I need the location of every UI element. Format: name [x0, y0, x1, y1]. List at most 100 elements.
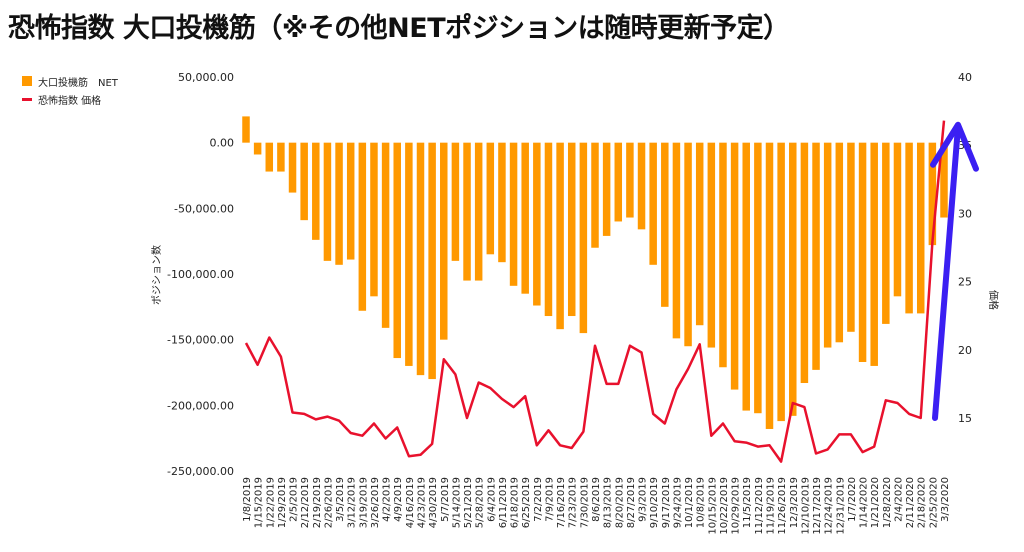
- bar: [521, 142, 529, 294]
- bar: [754, 142, 762, 414]
- x-tick-label: 6/4/2019: [486, 477, 497, 522]
- y2-tick-label: 20: [958, 344, 972, 357]
- legend-item-bar: 大口投機筋 NET: [22, 72, 118, 90]
- x-tick-label: 10/29/2019: [731, 477, 742, 535]
- x-tick-label: 1/22/2019: [265, 477, 276, 528]
- x-tick-label: 10/15/2019: [707, 477, 718, 535]
- x-tick-label: 2/12/2019: [300, 477, 311, 528]
- bar: [463, 142, 471, 281]
- x-tick-label: 1/15/2019: [254, 477, 265, 528]
- x-tick-label: 7/2/2019: [533, 477, 544, 522]
- y-tick-label: 50,000.00: [178, 71, 234, 84]
- bar: [370, 142, 378, 297]
- chart-title: 恐怖指数 大口投機筋（※その他NETポジションは随時更新予定）: [8, 13, 790, 44]
- bar: [533, 142, 541, 306]
- arrow-shaft: [932, 123, 961, 421]
- legend-swatch-line: [22, 97, 32, 101]
- x-tick-label: 4/30/2019: [428, 477, 439, 528]
- y-tick-label: -50,000.00: [174, 202, 234, 215]
- x-tick-label: 10/22/2019: [719, 477, 730, 535]
- x-tick-label: 4/9/2019: [393, 477, 404, 522]
- bar: [405, 142, 413, 366]
- x-tick-label: 11/12/2019: [754, 477, 765, 535]
- x-tick-label: 11/5/2019: [742, 477, 753, 528]
- x-tick-label: 10/8/2019: [696, 477, 707, 528]
- bar: [591, 142, 599, 248]
- x-tick-label: 1/28/2020: [882, 477, 893, 528]
- bar: [567, 142, 576, 317]
- bar: [288, 142, 297, 193]
- x-tick-label: 6/11/2019: [498, 477, 509, 528]
- x-tick-label: 7/23/2019: [568, 477, 579, 528]
- x-tick-label: 11/19/2019: [766, 477, 777, 535]
- x-tick-label: 10/1/2019: [684, 477, 695, 528]
- bar: [789, 142, 797, 416]
- bar: [509, 142, 518, 286]
- bar: [800, 142, 809, 384]
- bar: [346, 142, 355, 260]
- x-tick-label: 1/29/2019: [277, 477, 288, 528]
- bar: [358, 142, 367, 311]
- x-tick-label: 4/2/2019: [382, 477, 393, 522]
- y-tick-label: -100,000.00: [167, 268, 234, 281]
- x-tick-label: 3/26/2019: [370, 477, 381, 528]
- x-tick-label: 4/16/2019: [405, 477, 416, 528]
- x-tick-label: 8/20/2019: [614, 477, 625, 528]
- bar: [672, 142, 681, 339]
- bar: [661, 142, 669, 307]
- y-tick-label: -200,000.00: [167, 399, 234, 412]
- x-tick-label: 5/21/2019: [463, 477, 474, 528]
- bar: [916, 142, 925, 314]
- x-tick-label: 12/3/2019: [789, 477, 800, 528]
- x-tick-label: 2/18/2020: [917, 477, 928, 528]
- x-tick-label: 2/4/2020: [893, 477, 904, 522]
- y2-axis-label: 価格: [987, 290, 1000, 310]
- bar: [626, 142, 634, 218]
- x-tick-label: 8/27/2019: [626, 477, 637, 528]
- y-axis-label: ポジション数: [150, 245, 163, 305]
- legend: 大口投機筋 NET 恐怖指数 価格: [22, 72, 118, 108]
- bar: [474, 142, 483, 281]
- bar: [719, 142, 727, 368]
- x-tick-label: 12/17/2019: [812, 477, 823, 535]
- bar: [858, 142, 867, 362]
- x-tick-label: 5/14/2019: [451, 477, 462, 528]
- legend-swatch-bar: [22, 76, 32, 86]
- x-tick-label: 3/12/2019: [347, 477, 358, 528]
- bar: [393, 142, 401, 359]
- y2-tick-label: 40: [958, 71, 972, 84]
- bar: [695, 142, 704, 326]
- x-tick-label: 2/19/2019: [312, 477, 323, 528]
- bar: [940, 142, 948, 218]
- bar: [847, 142, 855, 332]
- bar: [649, 142, 657, 265]
- y2-tick-label: 30: [958, 207, 972, 220]
- bar: [381, 142, 390, 328]
- x-tick-label: 3/3/2020: [940, 477, 951, 522]
- bar: [253, 142, 262, 155]
- bar: [265, 142, 274, 172]
- bar: [835, 142, 844, 343]
- bar: [777, 142, 785, 422]
- legend-item-line: 恐怖指数 価格: [22, 90, 118, 108]
- x-tick-label: 4/23/2019: [417, 477, 428, 528]
- x-tick-label: 11/26/2019: [777, 477, 788, 535]
- bar: [544, 142, 553, 317]
- x-tick-label: 1/14/2020: [859, 477, 870, 528]
- bar: [707, 142, 716, 348]
- x-axis: 1/8/2019 1/15/2019 1/22/2019 1/29/2019 2/5/2…: [242, 477, 951, 535]
- bar: [742, 142, 750, 411]
- x-tick-label: 2/26/2019: [323, 477, 334, 528]
- arrow-head: [930, 121, 979, 172]
- x-tick-label: 2/25/2020: [928, 477, 939, 528]
- x-tick-label: 1/21/2020: [870, 477, 881, 528]
- bar: [602, 142, 611, 236]
- bar: [428, 142, 436, 380]
- x-tick-label: 5/7/2019: [440, 477, 451, 522]
- x-tick-label: 1/8/2019: [242, 477, 253, 522]
- bar: [556, 142, 564, 330]
- x-tick-label: 3/5/2019: [335, 477, 346, 522]
- bar: [928, 142, 937, 246]
- bar: [416, 142, 425, 376]
- y-tick-label: -150,000.00: [167, 334, 234, 347]
